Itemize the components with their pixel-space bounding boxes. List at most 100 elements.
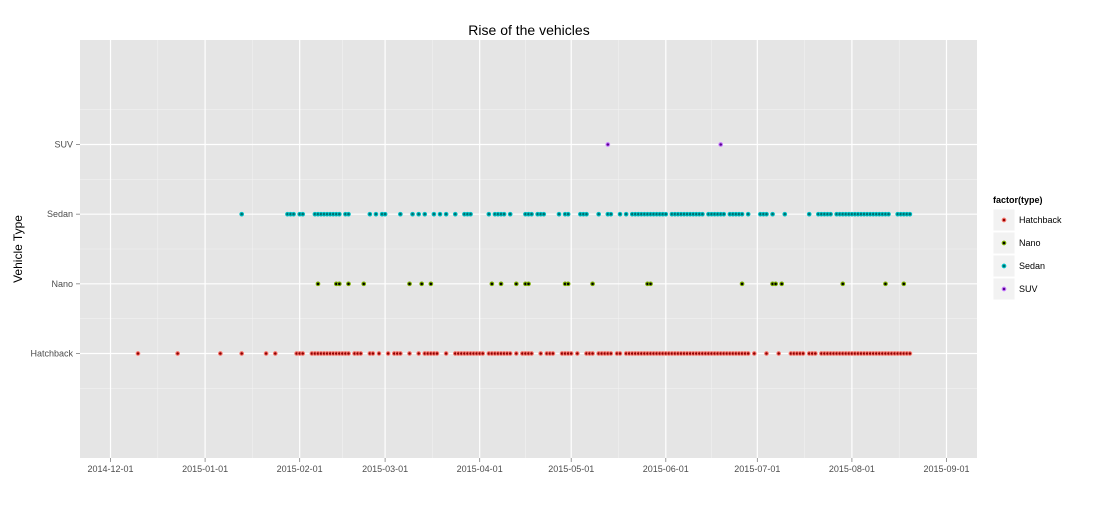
x-tick-label: 2015-03-01 bbox=[362, 464, 408, 474]
point-hatchback bbox=[358, 351, 364, 356]
point-hatchback bbox=[907, 351, 913, 356]
point-sedan bbox=[346, 211, 351, 217]
point-hatchback bbox=[175, 351, 180, 356]
point-hatchback bbox=[272, 351, 278, 356]
legend-label: Sedan bbox=[1019, 261, 1045, 271]
point-nano bbox=[336, 281, 342, 287]
point-hatchback bbox=[263, 351, 269, 356]
point-nano bbox=[565, 281, 571, 287]
legend-key-point bbox=[1001, 263, 1007, 269]
point-sedan bbox=[373, 211, 379, 217]
x-tick-label: 2015-02-01 bbox=[277, 464, 323, 474]
point-hatchback bbox=[568, 351, 574, 356]
point-hatchback bbox=[507, 351, 513, 356]
point-nano bbox=[840, 281, 846, 287]
point-sedan bbox=[422, 211, 428, 217]
point-sedan bbox=[291, 211, 296, 217]
y-tick-label: Nano bbox=[51, 279, 73, 289]
point-hatchback bbox=[398, 351, 403, 356]
point-sedan bbox=[623, 211, 629, 217]
point-sedan bbox=[617, 211, 623, 217]
point-sedan bbox=[431, 211, 437, 217]
point-sedan bbox=[663, 211, 669, 217]
point-sedan bbox=[828, 211, 833, 217]
x-tick-label: 2014-12-01 bbox=[87, 464, 133, 474]
point-sedan bbox=[486, 211, 492, 217]
y-tick-label: Sedan bbox=[47, 209, 73, 219]
point-sedan bbox=[507, 211, 513, 217]
point-sedan bbox=[468, 211, 473, 217]
point-sedan bbox=[541, 211, 547, 217]
point-hatchback bbox=[385, 351, 391, 356]
point-sedan bbox=[739, 211, 745, 217]
point-sedan bbox=[501, 211, 507, 217]
point-nano bbox=[773, 281, 778, 287]
point-nano bbox=[498, 281, 504, 287]
point-hatchback bbox=[407, 351, 412, 356]
point-hatchback bbox=[529, 351, 534, 356]
y-tick-label: SUV bbox=[54, 140, 73, 150]
point-hatchback bbox=[776, 351, 782, 356]
point-hatchback bbox=[443, 351, 449, 356]
point-sedan bbox=[770, 211, 775, 217]
point-hatchback bbox=[745, 351, 751, 356]
point-hatchback bbox=[513, 351, 519, 356]
point-nano bbox=[648, 281, 653, 287]
point-nano bbox=[407, 281, 412, 287]
point-sedan bbox=[300, 211, 306, 217]
point-nano bbox=[739, 281, 745, 287]
point-sedan bbox=[764, 211, 769, 217]
point-nano bbox=[315, 281, 321, 287]
point-hatchback bbox=[590, 351, 595, 356]
point-nano bbox=[883, 281, 888, 287]
legend-label: Nano bbox=[1019, 238, 1041, 248]
point-nano bbox=[346, 281, 351, 287]
point-hatchback bbox=[550, 351, 556, 356]
legend-label: SUV bbox=[1019, 284, 1038, 294]
point-hatchback bbox=[416, 351, 422, 356]
point-hatchback bbox=[764, 351, 769, 356]
legend: factor(type) Hatchback Nano Sedan SUV bbox=[992, 195, 1062, 301]
point-sedan bbox=[437, 211, 443, 217]
legend-key-point bbox=[1001, 286, 1007, 292]
point-nano bbox=[901, 281, 907, 287]
point-sedan bbox=[556, 211, 562, 217]
point-sedan bbox=[596, 211, 602, 217]
point-nano bbox=[590, 281, 595, 287]
x-tick-label: 2015-07-01 bbox=[734, 464, 780, 474]
point-sedan bbox=[382, 211, 388, 217]
point-hatchback bbox=[300, 351, 306, 356]
legend-key-point bbox=[1001, 240, 1007, 246]
point-hatchback bbox=[218, 351, 223, 356]
data-points bbox=[135, 142, 913, 356]
point-sedan bbox=[367, 211, 373, 217]
point-sedan bbox=[452, 211, 458, 217]
point-sedan bbox=[529, 211, 534, 217]
x-tick-label: 2015-04-01 bbox=[457, 464, 503, 474]
y-axis-title: Vehicle Type bbox=[11, 215, 25, 283]
point-hatchback bbox=[135, 351, 141, 356]
point-nano bbox=[513, 281, 519, 287]
point-suv bbox=[718, 142, 724, 147]
legend-label: Hatchback bbox=[1019, 215, 1062, 225]
point-hatchback bbox=[751, 351, 757, 356]
point-nano bbox=[428, 281, 434, 287]
point-nano bbox=[779, 281, 785, 287]
chart-title: Rise of the vehicles bbox=[468, 22, 589, 38]
y-tick-label: Hatchback bbox=[30, 349, 73, 359]
point-sedan bbox=[886, 211, 891, 217]
point-hatchback bbox=[538, 351, 544, 356]
point-sedan bbox=[336, 211, 342, 217]
x-tick-label: 2015-06-01 bbox=[643, 464, 689, 474]
point-hatchback bbox=[239, 351, 245, 356]
point-hatchback bbox=[800, 351, 806, 356]
point-nano bbox=[419, 281, 425, 287]
point-sedan bbox=[782, 211, 788, 217]
point-suv bbox=[605, 142, 611, 147]
point-hatchback bbox=[574, 351, 580, 356]
point-nano bbox=[361, 281, 367, 287]
point-sedan bbox=[416, 211, 422, 217]
point-sedan bbox=[565, 211, 571, 217]
